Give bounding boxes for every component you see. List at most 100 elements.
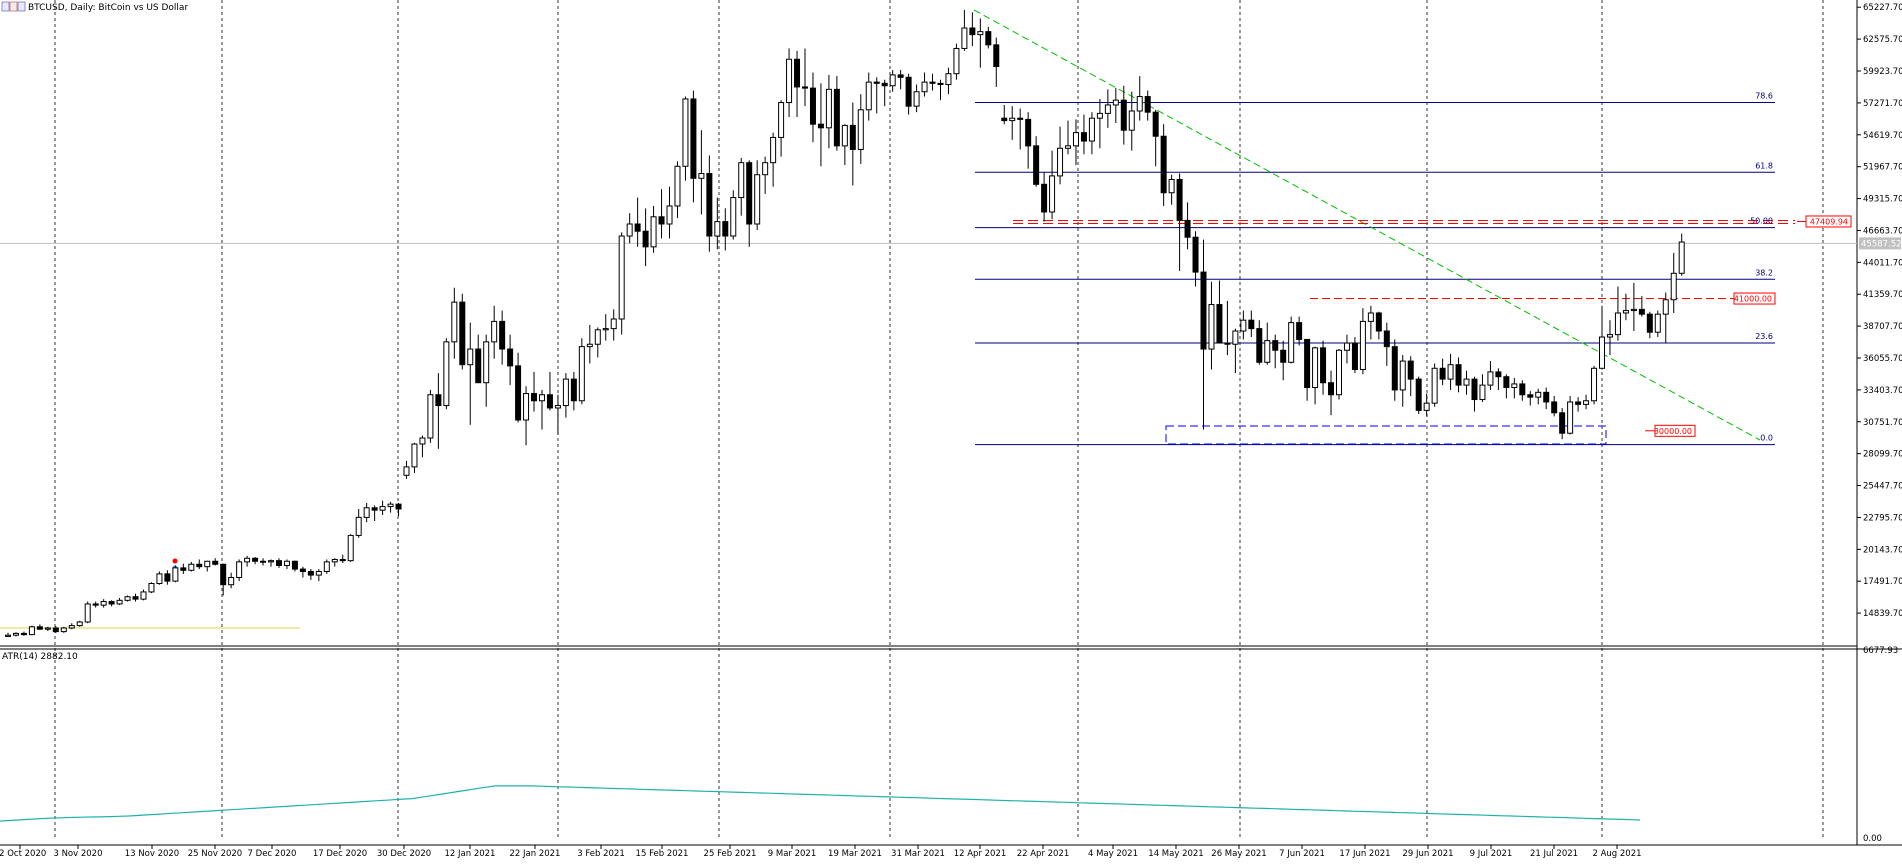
candle-body-bull (116, 599, 123, 605)
candle (1304, 338, 1311, 401)
candle-body-bear (634, 223, 641, 232)
candle-body-bull (682, 98, 689, 167)
candle-body-bull (315, 570, 322, 576)
candle (825, 74, 832, 149)
candle-body-bear (873, 81, 880, 84)
candle-body-bull (523, 393, 530, 421)
candle-body-bear (252, 557, 259, 562)
candle-body-bear (722, 221, 729, 237)
candle (1646, 311, 1653, 339)
candle-body-bear (1248, 319, 1255, 330)
price-tick-label: 51967.70 (1863, 163, 1902, 173)
candle (937, 79, 944, 101)
candle-body-bull (427, 394, 434, 439)
time-tick-label: 4 May 2021 (1088, 849, 1138, 859)
candle (833, 76, 840, 151)
candle (865, 72, 872, 121)
candle-body-bull (674, 165, 681, 207)
candle (929, 73, 936, 91)
candle-body-bull (1264, 340, 1271, 363)
candle-body-bear (1216, 304, 1223, 344)
candle-body-bear (1383, 330, 1390, 348)
candle-body-bear (531, 393, 538, 402)
candle-body-bull (419, 437, 426, 445)
support-zone-box[interactable] (1165, 425, 1607, 445)
candle (307, 569, 314, 580)
candle (953, 43, 960, 80)
candle-body-bear (132, 596, 139, 600)
candle (523, 386, 530, 446)
candle (889, 70, 896, 92)
candle-body-bear (546, 394, 553, 409)
candle (849, 102, 856, 186)
candle (363, 502, 370, 523)
candle (204, 560, 211, 572)
candle-body-bull (1367, 312, 1374, 322)
candle-body-bull (1096, 112, 1103, 119)
price-tick-label: 57271.70 (1863, 99, 1902, 109)
candle (1543, 387, 1550, 410)
trendline-descending[interactable] (973, 9, 1761, 441)
price-label-30000[interactable]: 30000.00 (1654, 424, 1696, 437)
candle (626, 213, 633, 244)
chart-header: BTCUSD, Daily: BitCoin vs US Dollar (1, 1, 188, 13)
candle-body-bull (1583, 400, 1590, 405)
candle (1328, 370, 1335, 416)
candle (1017, 108, 1024, 150)
candle-body-bear (1184, 219, 1191, 238)
candle-body-bull (666, 205, 673, 225)
candle-body-bull (188, 563, 195, 571)
candle-body-bull (1622, 310, 1629, 314)
candle (1407, 356, 1414, 396)
price-tick-label: 65227.70 (1863, 3, 1902, 13)
candle-body-bull (236, 561, 243, 578)
candle-body-bear (1527, 394, 1534, 398)
candle-body-bull (355, 516, 362, 536)
candle-body-bull (172, 567, 179, 582)
candle-body-bear (52, 627, 59, 633)
candle (1495, 368, 1502, 390)
candle-body-bear (833, 88, 840, 147)
price-tick-label: 54619.70 (1863, 131, 1902, 141)
candle (658, 189, 665, 239)
price-label-41000[interactable]: 41000.00 (1733, 292, 1776, 305)
candle-body-bull (1057, 147, 1064, 177)
candle-body-bull (1399, 360, 1406, 391)
indicator-label: ATR(14) 2882.10 (2, 652, 78, 662)
fib-level-label: 50.00 (1750, 217, 1773, 226)
candle-body-bear (881, 82, 888, 87)
candle (1463, 370, 1470, 395)
candle (1447, 353, 1454, 390)
candle (1511, 377, 1518, 399)
candle (1599, 305, 1605, 370)
candle-body-bull (28, 626, 35, 636)
candle (1630, 282, 1637, 332)
candle (132, 593, 139, 602)
candle (1375, 311, 1382, 340)
time-tick-label: 25 Feb 2021 (704, 849, 757, 859)
candle-body-bull (268, 560, 275, 563)
candle (1487, 361, 1494, 390)
candle-body-bull (1112, 99, 1119, 106)
candle (1415, 376, 1422, 414)
candle (1519, 380, 1526, 401)
current-price-tag-text: 45587.52 (1861, 239, 1902, 249)
candle (1583, 394, 1590, 410)
candle (339, 554, 346, 564)
candle-body-bull (1104, 104, 1111, 114)
price-label-47409[interactable]: 47409.94 (1805, 215, 1852, 228)
candle-body-bear (794, 58, 801, 88)
candle (1431, 363, 1438, 407)
candle-body-bear (1407, 360, 1414, 380)
time-tick-label: 15 Feb 2021 (636, 849, 689, 859)
candle (291, 560, 298, 572)
candle-body-bull (1312, 347, 1319, 389)
candle (786, 48, 793, 117)
drawing-objects[interactable] (0, 9, 1857, 629)
candle-body-bear (299, 568, 306, 572)
candle-body-bull (1168, 179, 1175, 194)
candle-body-bear (849, 124, 856, 150)
candle (44, 626, 51, 632)
